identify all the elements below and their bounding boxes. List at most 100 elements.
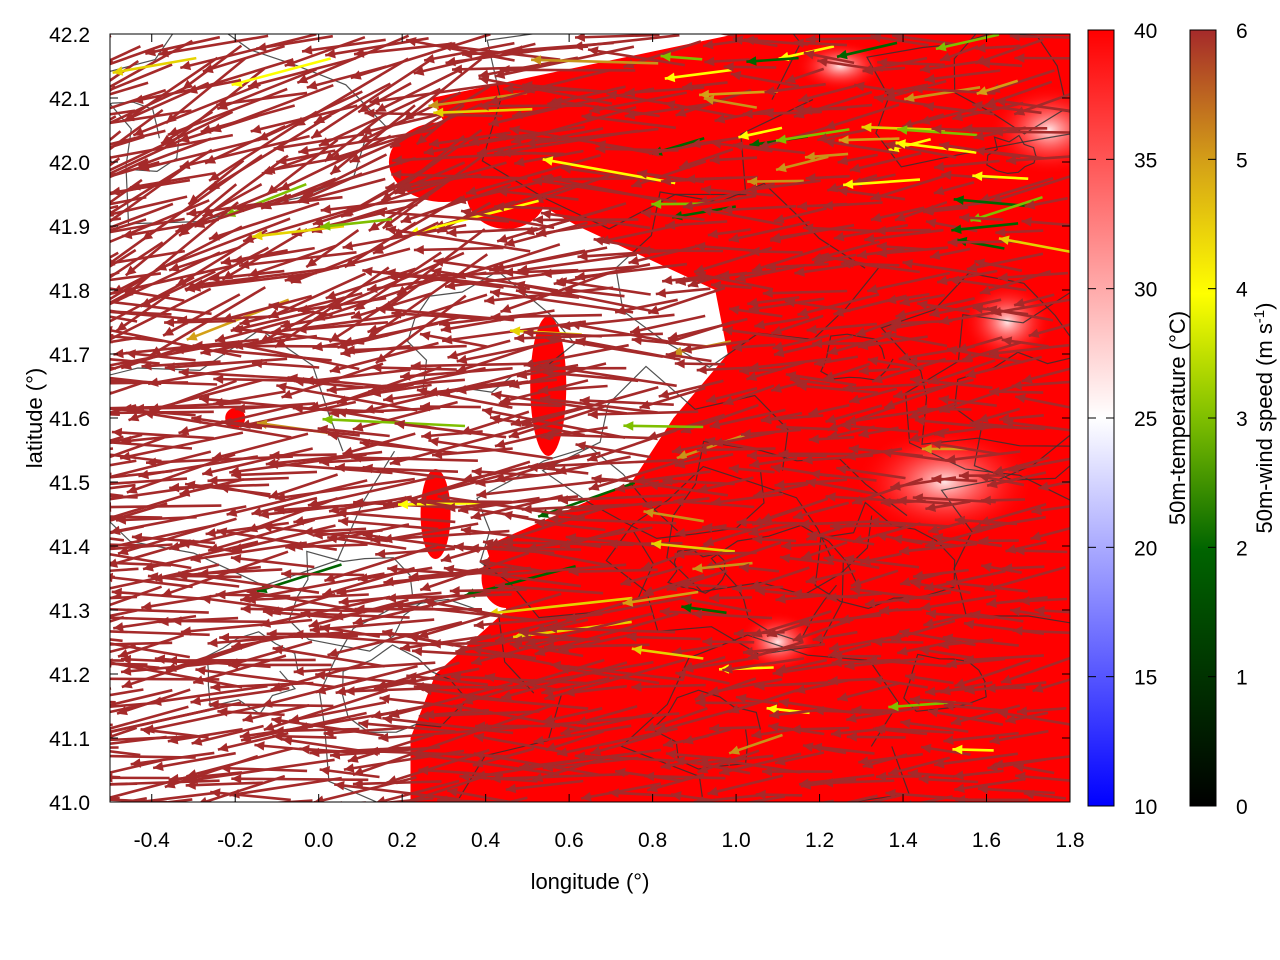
wind-arrow bbox=[629, 314, 706, 335]
wind-arrow bbox=[728, 220, 810, 243]
wind-arrow bbox=[871, 357, 946, 384]
wind-arrow bbox=[220, 763, 308, 774]
wind-arrow bbox=[692, 561, 753, 573]
wind-arrow bbox=[110, 630, 210, 637]
wind-arrow bbox=[774, 751, 825, 766]
wind-arrow bbox=[665, 351, 712, 363]
wind-arrow bbox=[881, 448, 954, 463]
wind-arrow bbox=[200, 104, 296, 134]
wind-arrow bbox=[533, 724, 632, 745]
wind-arrow bbox=[357, 82, 412, 114]
wind-arrow bbox=[702, 522, 754, 533]
wind-arrow bbox=[484, 286, 614, 305]
wind-arrow bbox=[542, 368, 639, 383]
wind-arrow bbox=[775, 155, 829, 173]
wind-arrow bbox=[447, 339, 511, 360]
wind-arrow bbox=[747, 296, 800, 308]
wind-arrow bbox=[1008, 457, 1070, 474]
wind-arrow bbox=[410, 750, 560, 776]
wind-arrow bbox=[735, 263, 807, 283]
wind-arrow bbox=[722, 326, 807, 342]
contour-line bbox=[953, 34, 1070, 135]
wind-arrow bbox=[676, 432, 749, 460]
wind-arrow bbox=[300, 608, 410, 619]
wind-arrow bbox=[971, 515, 1046, 533]
wind-arrow bbox=[974, 146, 1045, 160]
contour-line bbox=[903, 653, 987, 712]
wind-arrow bbox=[191, 724, 264, 746]
wind-arrow bbox=[543, 430, 654, 440]
wind-arrow bbox=[667, 317, 748, 341]
wind-arrow bbox=[535, 222, 608, 238]
wind-arrow bbox=[828, 633, 908, 652]
wind-arrow bbox=[317, 424, 390, 438]
wind-arrow bbox=[110, 705, 189, 730]
wind-arrow bbox=[808, 403, 850, 417]
wind-arrow bbox=[271, 715, 384, 737]
wind-arrow bbox=[110, 450, 212, 479]
wind-arrow bbox=[703, 95, 758, 109]
wind-arrow bbox=[1000, 656, 1070, 684]
wind-tick-label: 3 bbox=[1236, 408, 1248, 431]
wind-arrow bbox=[110, 287, 185, 302]
wind-arrow bbox=[115, 515, 197, 525]
wind-arrow bbox=[1024, 196, 1068, 210]
wind-arrow bbox=[494, 202, 562, 212]
wind-arrow bbox=[364, 108, 503, 118]
wind-arrow bbox=[855, 315, 907, 337]
wind-arrow bbox=[110, 158, 149, 179]
wind-arrow bbox=[974, 258, 1023, 272]
wind-arrow bbox=[232, 246, 315, 265]
wind-arrow bbox=[110, 453, 162, 463]
wind-arrow bbox=[1019, 596, 1068, 606]
wind-arrow bbox=[1011, 380, 1070, 391]
y-tick-label: 41.6 bbox=[49, 408, 90, 431]
wind-arrow bbox=[110, 357, 160, 365]
wind-arrow bbox=[542, 156, 676, 185]
wind-arrow bbox=[823, 554, 880, 570]
wind-arrow bbox=[664, 68, 732, 83]
wind-arrow bbox=[110, 407, 196, 417]
wind-arrow bbox=[866, 655, 952, 668]
wind-arrow bbox=[245, 593, 369, 605]
wind-arrow bbox=[665, 749, 727, 761]
wind-arrow bbox=[695, 271, 774, 291]
wind-arrow bbox=[320, 217, 393, 231]
wind-arrow bbox=[630, 160, 707, 188]
wind-arrow bbox=[1031, 505, 1070, 516]
wind-arrow bbox=[534, 518, 606, 532]
wind-arrow bbox=[167, 655, 316, 666]
wind-arrow bbox=[326, 378, 465, 395]
wind-arrow bbox=[199, 774, 286, 802]
wind-arrow bbox=[980, 562, 1022, 574]
wind-arrow bbox=[873, 94, 932, 107]
wind-arrow bbox=[110, 735, 195, 742]
wind-arrow bbox=[977, 407, 1021, 423]
wind-arrow bbox=[936, 269, 998, 286]
wind-arrow bbox=[110, 315, 138, 323]
wind-arrow bbox=[164, 357, 288, 372]
wind-arrow bbox=[185, 780, 263, 790]
wind-arrow bbox=[110, 615, 125, 623]
wind-arrow bbox=[900, 718, 969, 733]
wind-arrow bbox=[929, 247, 971, 260]
wind-arrow bbox=[358, 719, 456, 733]
wind-arrow bbox=[975, 43, 1021, 53]
wind-arrow bbox=[709, 593, 753, 603]
wind-arrow bbox=[125, 349, 196, 362]
wind-arrow bbox=[129, 172, 215, 191]
wind-arrow bbox=[131, 532, 216, 545]
wind-arrow bbox=[857, 335, 928, 351]
wind-arrow bbox=[110, 325, 242, 358]
x-tick-label: 0.4 bbox=[471, 829, 501, 852]
wind-arrow bbox=[490, 772, 629, 784]
wind-arrow bbox=[293, 629, 439, 647]
wind-arrow bbox=[110, 477, 188, 486]
wind-arrow bbox=[192, 266, 339, 289]
wind-arrow bbox=[805, 569, 856, 585]
wind-arrow bbox=[733, 801, 735, 802]
wind-arrow bbox=[829, 521, 906, 531]
wind-arrow bbox=[785, 371, 857, 387]
wind-arrow bbox=[806, 322, 878, 335]
wind-arrow bbox=[754, 315, 810, 330]
